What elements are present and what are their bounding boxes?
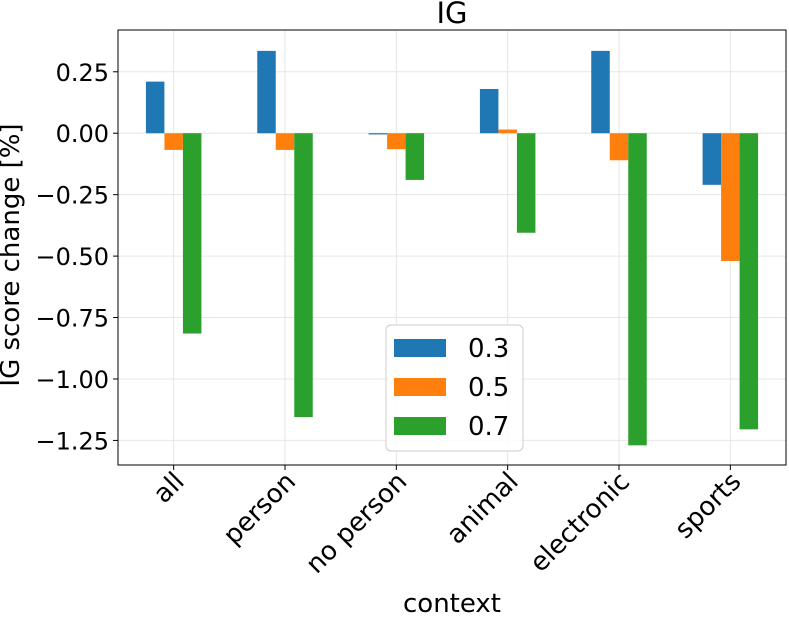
bar-0.3-animal [479,88,499,134]
y-tick-label: 0.00 [56,120,109,148]
bars [145,50,759,446]
bar-0.3-person [257,50,276,134]
bar-0.5-sports [721,133,740,262]
y-tick-label: −0.50 [35,243,109,271]
plot-frame [117,29,787,466]
x-tick-label: no person [300,467,413,580]
bar-0.5-no-person [387,133,406,150]
chart-title: IG [436,0,467,30]
legend: 0.3 0.5 0.7 [385,324,524,452]
y-axis-label: IG score change [%] [0,123,26,386]
bar-0.3-all [145,81,165,134]
bar-0.3-electronic [591,50,610,134]
bar-0.5-person [275,133,295,150]
y-tick-label: −0.25 [35,182,109,210]
legend-swatch [394,378,446,396]
legend-swatch [394,339,446,357]
bar-0.7-no-person [405,133,425,180]
bar-0.3-no-person [368,133,388,135]
bar-0.7-electronic [628,133,647,446]
x-tick-label: sports [669,467,747,545]
bar-0.7-animal [516,133,536,233]
y-tick-label: −1.25 [35,427,109,455]
x-axis-label: context [403,589,501,618]
legend-label: 0.7 [468,412,509,442]
legend-swatch [394,417,446,435]
y-axis-ticks: 0.25 0.00 −0.25 −0.50 −0.75 −1.00 −1.25 [35,59,118,455]
bar-0.5-electronic [609,133,629,161]
x-tick-label: all [148,467,191,510]
legend-label: 0.5 [468,373,509,403]
bar-0.7-sports [739,133,759,430]
y-tick-label: −1.00 [35,366,109,394]
bar-0.5-animal [498,129,517,134]
x-tick-label: electronic [524,467,636,579]
bar-0.7-all [182,133,202,334]
bar-0.7-person [294,133,313,418]
bar-0.3-sports [702,133,722,185]
x-tick-label: animal [441,467,525,551]
x-tick-label: person [218,467,302,551]
y-tick-label: −0.75 [35,305,109,333]
legend-label: 0.3 [468,334,509,364]
y-tick-label: 0.25 [56,59,109,87]
bar-0.5-all [164,133,183,150]
